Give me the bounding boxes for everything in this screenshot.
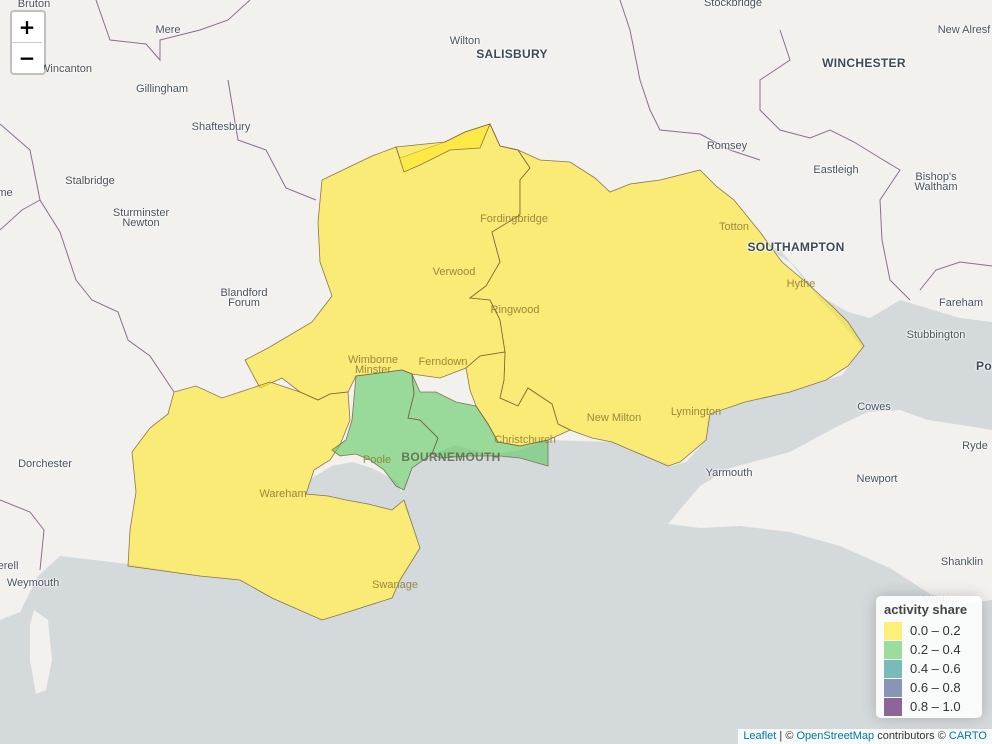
leaflet-link[interactable]: Leaflet (743, 730, 777, 742)
zoom-out-button[interactable]: − (12, 42, 42, 73)
zoom-in-button[interactable]: + (18, 15, 36, 39)
legend-item: 0.0 – 0.2 (884, 621, 974, 640)
legend-item: 0.4 – 0.6 (884, 659, 974, 678)
legend-item: 0.6 – 0.8 (884, 678, 974, 697)
harbour-inlet (306, 462, 404, 510)
attribution-contributors: contributors © (874, 730, 949, 742)
attribution: Leaflet | © OpenStreetMap contributors ©… (738, 729, 992, 744)
legend-label: 0.0 – 0.2 (910, 623, 961, 638)
bournemouth-region (407, 373, 549, 467)
legend-item: 0.2 – 0.4 (884, 640, 974, 659)
carto-link[interactable]: CARTO (948, 730, 987, 742)
legend-item: 0.8 – 1.0 (884, 697, 974, 716)
legend-swatch (884, 678, 902, 697)
region-polygons (127, 122, 865, 621)
legend-swatch (884, 621, 902, 640)
isle-of-wight (668, 410, 992, 604)
legend-title: activity share (884, 602, 968, 617)
attribution-separator: | © (776, 730, 797, 742)
openstreetmap-link[interactable]: OpenStreetMap (796, 730, 875, 742)
legend-swatch (884, 697, 902, 716)
new-forest-region (395, 122, 865, 467)
legend: activity share 0.0 – 0.2 0.2 – 0.4 0.4 –… (876, 596, 982, 718)
purbeck-region (127, 381, 421, 621)
legend-label: 0.8 – 1.0 (910, 699, 961, 714)
zoom-control: + − (10, 10, 46, 75)
admin-boundaries (0, 0, 992, 571)
legend-label: 0.6 – 0.8 (910, 680, 961, 695)
legend-swatch (884, 640, 902, 659)
portland-island (30, 610, 52, 694)
legend-swatch (884, 659, 902, 678)
legend-label: 0.4 – 0.6 (910, 661, 961, 676)
legend-label: 0.2 – 0.4 (910, 642, 961, 657)
